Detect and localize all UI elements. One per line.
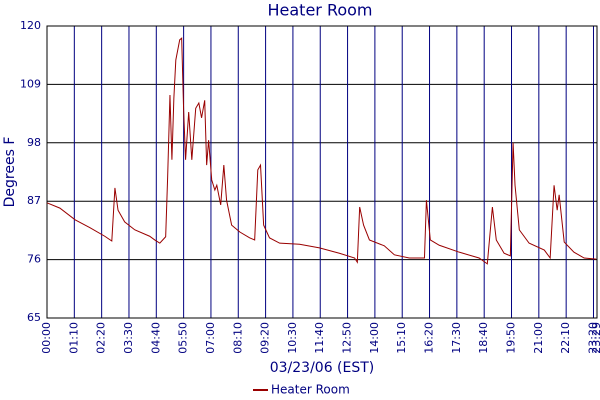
y-tick-label: 65 (27, 311, 41, 324)
x-tick-label: 00:00 (40, 322, 53, 354)
x-tick-label: 08:10 (231, 322, 244, 354)
x-tick-label: 17:30 (450, 322, 463, 354)
x-tick-label: 12:50 (341, 322, 354, 354)
x-tick-label: 04:40 (149, 322, 162, 354)
x-tick-label: 07:00 (204, 322, 217, 354)
x-tick-label: 02:20 (95, 322, 108, 354)
x-tick-label: 15:10 (395, 322, 408, 354)
x-tick-label: 23:29 (590, 322, 600, 354)
x-tick-label: 03:30 (122, 322, 135, 354)
chart-title: Heater Room (267, 1, 372, 20)
plot-border (46, 25, 598, 319)
x-tick-label: 09:20 (259, 322, 272, 354)
x-tick-label: 05:50 (177, 322, 190, 354)
x-tick-label: 22:10 (559, 322, 572, 354)
x-tick-label: 21:00 (532, 322, 545, 354)
x-tick-label: 01:10 (67, 322, 80, 354)
data-line (46, 37, 597, 265)
x-tick-label: 18:40 (477, 322, 490, 354)
x-tick-label: 16:20 (423, 322, 436, 354)
x-axis-label: 03/23/06 (EST) (270, 360, 375, 376)
y-tick-label: 98 (27, 136, 41, 149)
x-tick-label: 23:20 (586, 322, 599, 354)
y-tick-label: 109 (20, 77, 41, 90)
y-tick-label: 87 (27, 194, 41, 207)
legend-label: Heater Room (271, 383, 350, 397)
x-tick-label: 19:50 (505, 322, 518, 354)
y-tick-label: 76 (27, 253, 41, 266)
y-tick-label: 120 (20, 19, 41, 32)
x-tick-label: 11:40 (313, 322, 326, 354)
x-tick-label: 14:00 (368, 322, 381, 354)
x-tick-label: 10:30 (286, 322, 299, 354)
y-axis-label: Degrees F (2, 137, 18, 208)
